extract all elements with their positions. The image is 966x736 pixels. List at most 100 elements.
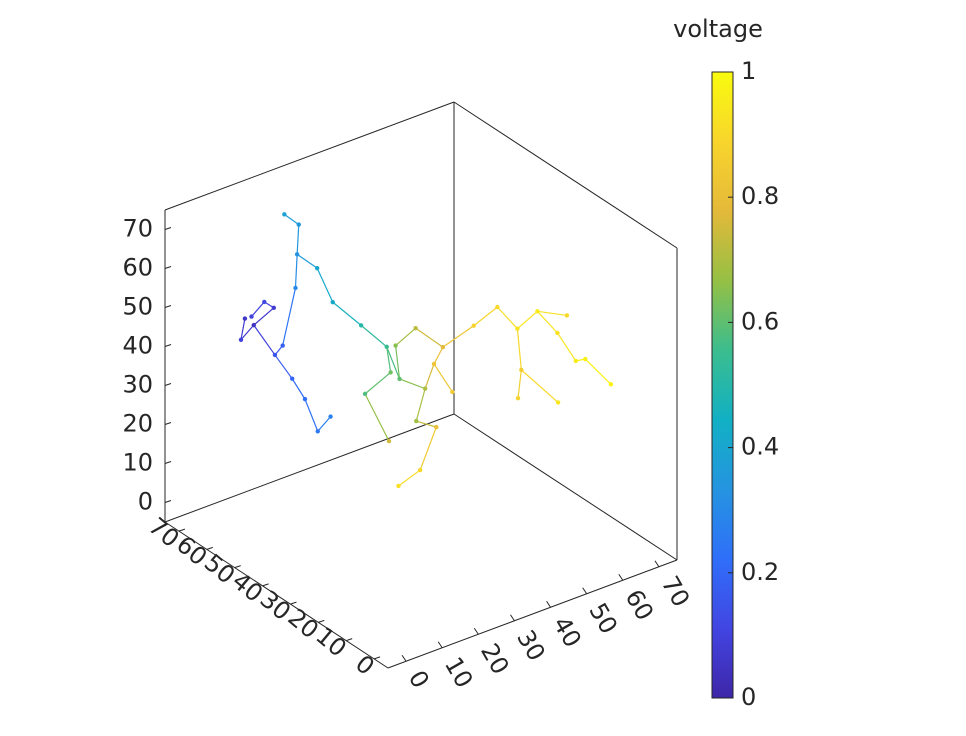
network-link bbox=[296, 224, 300, 255]
x-tick bbox=[473, 627, 479, 635]
z-tick-label: 20 bbox=[122, 410, 153, 438]
x-tick bbox=[437, 641, 443, 649]
x-tick-label: 0 bbox=[403, 666, 435, 693]
network-link bbox=[240, 324, 255, 341]
network-node bbox=[434, 424, 439, 430]
y-tick bbox=[290, 601, 297, 605]
network-link bbox=[274, 354, 293, 380]
network-link bbox=[253, 324, 276, 356]
colorbar bbox=[711, 71, 734, 699]
network-link bbox=[536, 310, 558, 334]
x-tick bbox=[582, 587, 588, 595]
network-node bbox=[272, 352, 278, 358]
network-node bbox=[386, 438, 392, 444]
network-node bbox=[282, 212, 287, 217]
network-node bbox=[289, 376, 295, 381]
network-link bbox=[416, 420, 437, 428]
network-node bbox=[535, 309, 540, 314]
network-link bbox=[317, 416, 332, 432]
network-node bbox=[328, 414, 333, 419]
y-tick bbox=[234, 565, 241, 569]
x-tick-label: 50 bbox=[583, 598, 623, 638]
y-tick bbox=[318, 619, 325, 623]
colorbar-label: voltage bbox=[673, 15, 763, 43]
y-tick bbox=[206, 546, 213, 550]
network-link bbox=[395, 327, 417, 346]
y-tick-label: 0 bbox=[350, 650, 380, 681]
x-tick-label: 60 bbox=[620, 585, 660, 625]
network-link bbox=[517, 369, 522, 399]
z-tick bbox=[164, 344, 172, 347]
network-node bbox=[555, 330, 560, 336]
network-node bbox=[555, 400, 561, 405]
network-link bbox=[395, 345, 401, 379]
network-link bbox=[517, 310, 538, 330]
network-link bbox=[473, 306, 498, 327]
network-link bbox=[556, 332, 577, 362]
z-tick bbox=[164, 305, 172, 308]
network-node bbox=[573, 358, 579, 364]
network-link bbox=[520, 369, 559, 403]
network-node bbox=[280, 343, 285, 348]
x-tick-label: 70 bbox=[656, 571, 696, 611]
x-tick-label: 30 bbox=[511, 625, 551, 665]
network-link bbox=[304, 398, 319, 432]
colorbar-tick-label: 0.8 bbox=[741, 182, 779, 210]
y-tick bbox=[373, 656, 381, 660]
network-node bbox=[440, 344, 446, 350]
x-tick-label: 10 bbox=[439, 652, 479, 692]
x-tick bbox=[401, 654, 407, 662]
axis-box-edge bbox=[164, 413, 455, 523]
z-tick-label: 50 bbox=[122, 293, 153, 321]
network-node bbox=[293, 285, 298, 291]
network-node bbox=[302, 396, 308, 402]
network-node bbox=[314, 265, 320, 271]
network-link bbox=[364, 393, 390, 442]
y-tick bbox=[346, 638, 353, 642]
network-node bbox=[414, 418, 419, 424]
z-tick-label: 60 bbox=[122, 254, 153, 282]
network-link bbox=[294, 254, 298, 289]
network-node bbox=[296, 222, 301, 227]
z-tick bbox=[164, 266, 172, 269]
z-tick bbox=[164, 422, 172, 425]
x-tick-label: 40 bbox=[547, 612, 587, 652]
network-node bbox=[251, 322, 256, 328]
network-link bbox=[415, 327, 444, 348]
network-link bbox=[496, 306, 518, 330]
axis-box-edge bbox=[164, 101, 455, 211]
network-link bbox=[415, 388, 426, 422]
network-node bbox=[242, 316, 248, 321]
network-node bbox=[413, 325, 418, 331]
network-node bbox=[515, 395, 521, 401]
network-link bbox=[537, 310, 568, 317]
z-tick bbox=[164, 500, 172, 503]
network-node bbox=[388, 370, 393, 375]
network-link bbox=[364, 371, 392, 395]
network-node bbox=[417, 467, 423, 473]
network-link bbox=[419, 426, 437, 471]
network-link bbox=[253, 307, 275, 326]
network-node bbox=[249, 314, 254, 319]
network-node bbox=[564, 313, 570, 318]
network-node bbox=[238, 337, 244, 342]
network-link bbox=[291, 378, 306, 400]
axis-box-edge bbox=[453, 413, 678, 561]
network-node bbox=[384, 344, 389, 349]
network-node bbox=[362, 391, 368, 397]
axis-box-edge bbox=[453, 101, 678, 249]
network-link bbox=[398, 469, 421, 487]
network-node bbox=[393, 343, 398, 348]
z-tick bbox=[164, 461, 172, 464]
network-link bbox=[442, 325, 475, 348]
network-link bbox=[360, 324, 388, 348]
colorbar-tick-label: 0.6 bbox=[741, 307, 779, 335]
network-link bbox=[296, 253, 318, 269]
z-tick-label: 0 bbox=[138, 488, 153, 516]
network-node bbox=[422, 386, 428, 391]
network-node bbox=[271, 305, 276, 310]
network-link bbox=[282, 287, 297, 346]
network-node bbox=[262, 299, 267, 305]
network-link bbox=[332, 301, 362, 326]
